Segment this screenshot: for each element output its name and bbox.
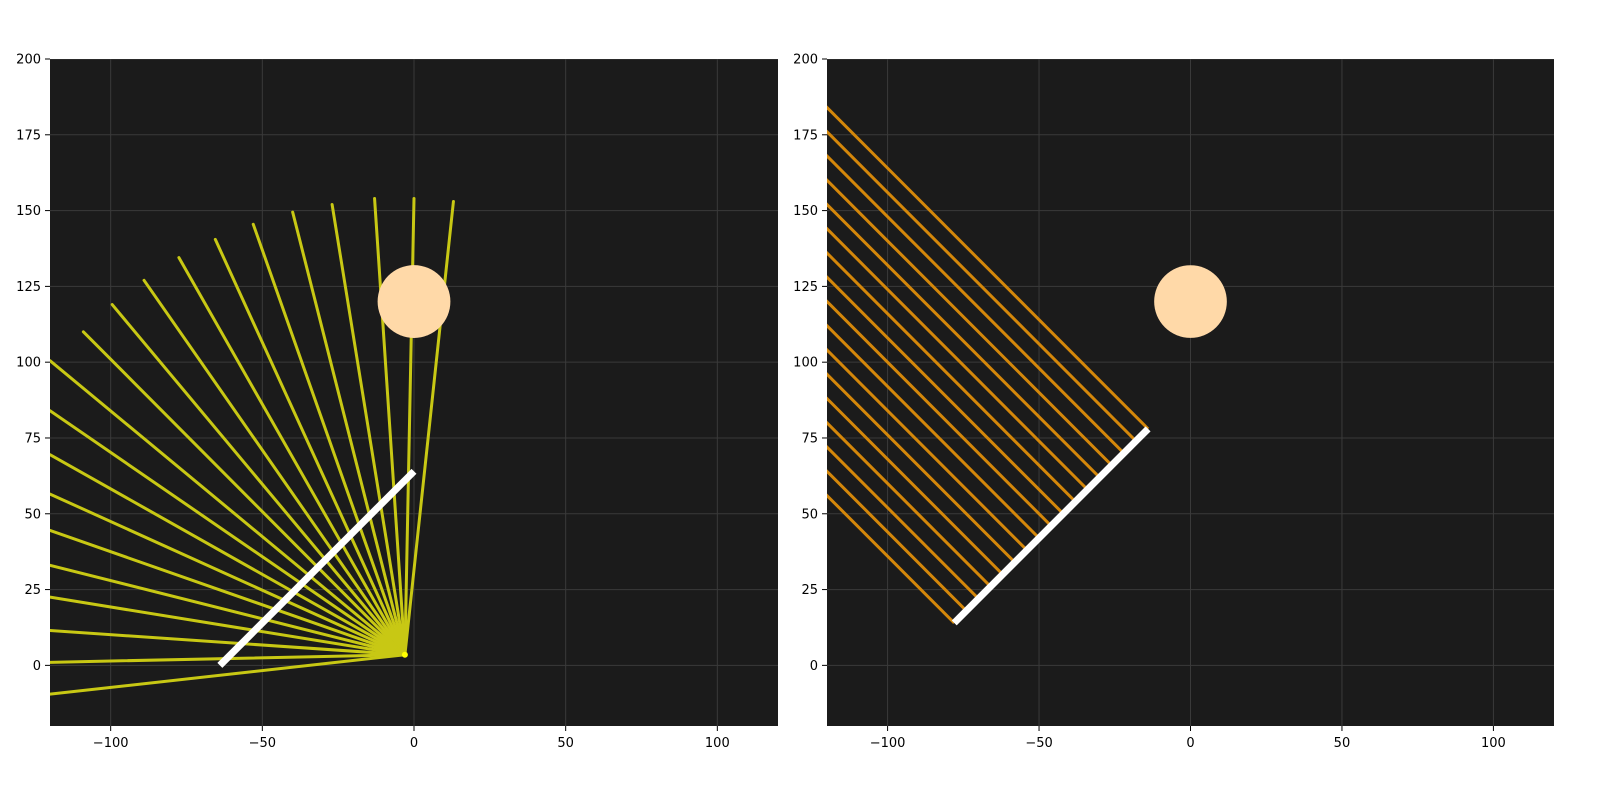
- light-ray: [403, 199, 455, 657]
- sun-circle: [377, 265, 451, 338]
- light-ray: [50, 563, 407, 657]
- x-tick-label: 0: [410, 736, 418, 751]
- light-ray: [177, 256, 407, 657]
- y-tick-label: 175: [793, 128, 818, 143]
- y-tick-label: 25: [24, 583, 41, 598]
- x-tick-label: −100: [870, 736, 906, 751]
- light-ray: [827, 323, 1041, 540]
- y-tick-label: 125: [793, 280, 818, 295]
- y-tick-label: 50: [24, 507, 41, 522]
- light-ray: [330, 203, 407, 657]
- y-tick-label: 75: [24, 431, 41, 446]
- light-ray: [827, 299, 1053, 527]
- x-tick-label: 50: [557, 736, 574, 751]
- light-ray: [827, 202, 1101, 479]
- light-ray: [251, 222, 407, 657]
- x-tick-label: 0: [1186, 736, 1194, 751]
- mirror-line: [217, 468, 417, 668]
- y-tick-label: 0: [810, 659, 818, 674]
- y-tick-label: 200: [16, 53, 41, 68]
- y-tick-label: 200: [793, 53, 818, 68]
- y-tick-label: 25: [801, 583, 818, 598]
- light-ray: [50, 359, 407, 657]
- light-ray: [827, 250, 1077, 503]
- light-ray: [827, 178, 1113, 467]
- y-tick-label: 50: [801, 507, 818, 522]
- light-ray: [50, 492, 407, 657]
- focus-point: [401, 651, 408, 658]
- y-tick-label: 75: [801, 431, 818, 446]
- light-ray: [50, 528, 407, 657]
- light-ray: [50, 653, 407, 696]
- x-tick-label: −50: [249, 736, 276, 751]
- y-tick-label: 150: [16, 204, 41, 219]
- right-panel: −100 −50 0 50 100 0 25 50 75 100 125 150 175 200: [793, 53, 1554, 751]
- y-tick-label: 100: [793, 356, 818, 371]
- light-ray: [50, 453, 407, 657]
- light-ray: [373, 196, 407, 657]
- y-tick-label: 0: [33, 659, 41, 674]
- plot-area: [50, 59, 778, 726]
- left-panel: −100 −50 0 50 100 0 25 50 75 100 125 150 175 200: [16, 53, 778, 751]
- light-ray: [213, 237, 407, 657]
- y-tick-label: 100: [16, 356, 41, 371]
- y-tick-label: 175: [16, 128, 41, 143]
- x-tick-label: −100: [93, 736, 129, 751]
- light-ray: [291, 210, 407, 657]
- mirror-line: [951, 426, 1151, 626]
- plot-area: [827, 59, 1554, 726]
- light-ray: [50, 595, 407, 657]
- light-ray: [50, 628, 407, 657]
- light-ray: [827, 105, 1150, 430]
- light-ray: [142, 278, 407, 657]
- y-tick-label: 150: [793, 204, 818, 219]
- light-ray: [827, 129, 1138, 443]
- sun-circle: [1154, 265, 1227, 338]
- light-ray: [110, 303, 407, 657]
- x-tick-label: 50: [1334, 736, 1351, 751]
- light-ray: [50, 409, 407, 657]
- light-ray: [827, 275, 1065, 515]
- light-ray: [827, 153, 1125, 455]
- x-tick-label: −50: [1025, 736, 1052, 751]
- y-tick-label: 125: [16, 280, 41, 295]
- x-tick-label: 100: [1481, 736, 1506, 751]
- x-tick-label: 100: [705, 736, 730, 751]
- light-ray: [827, 226, 1089, 491]
- light-ray: [81, 330, 407, 657]
